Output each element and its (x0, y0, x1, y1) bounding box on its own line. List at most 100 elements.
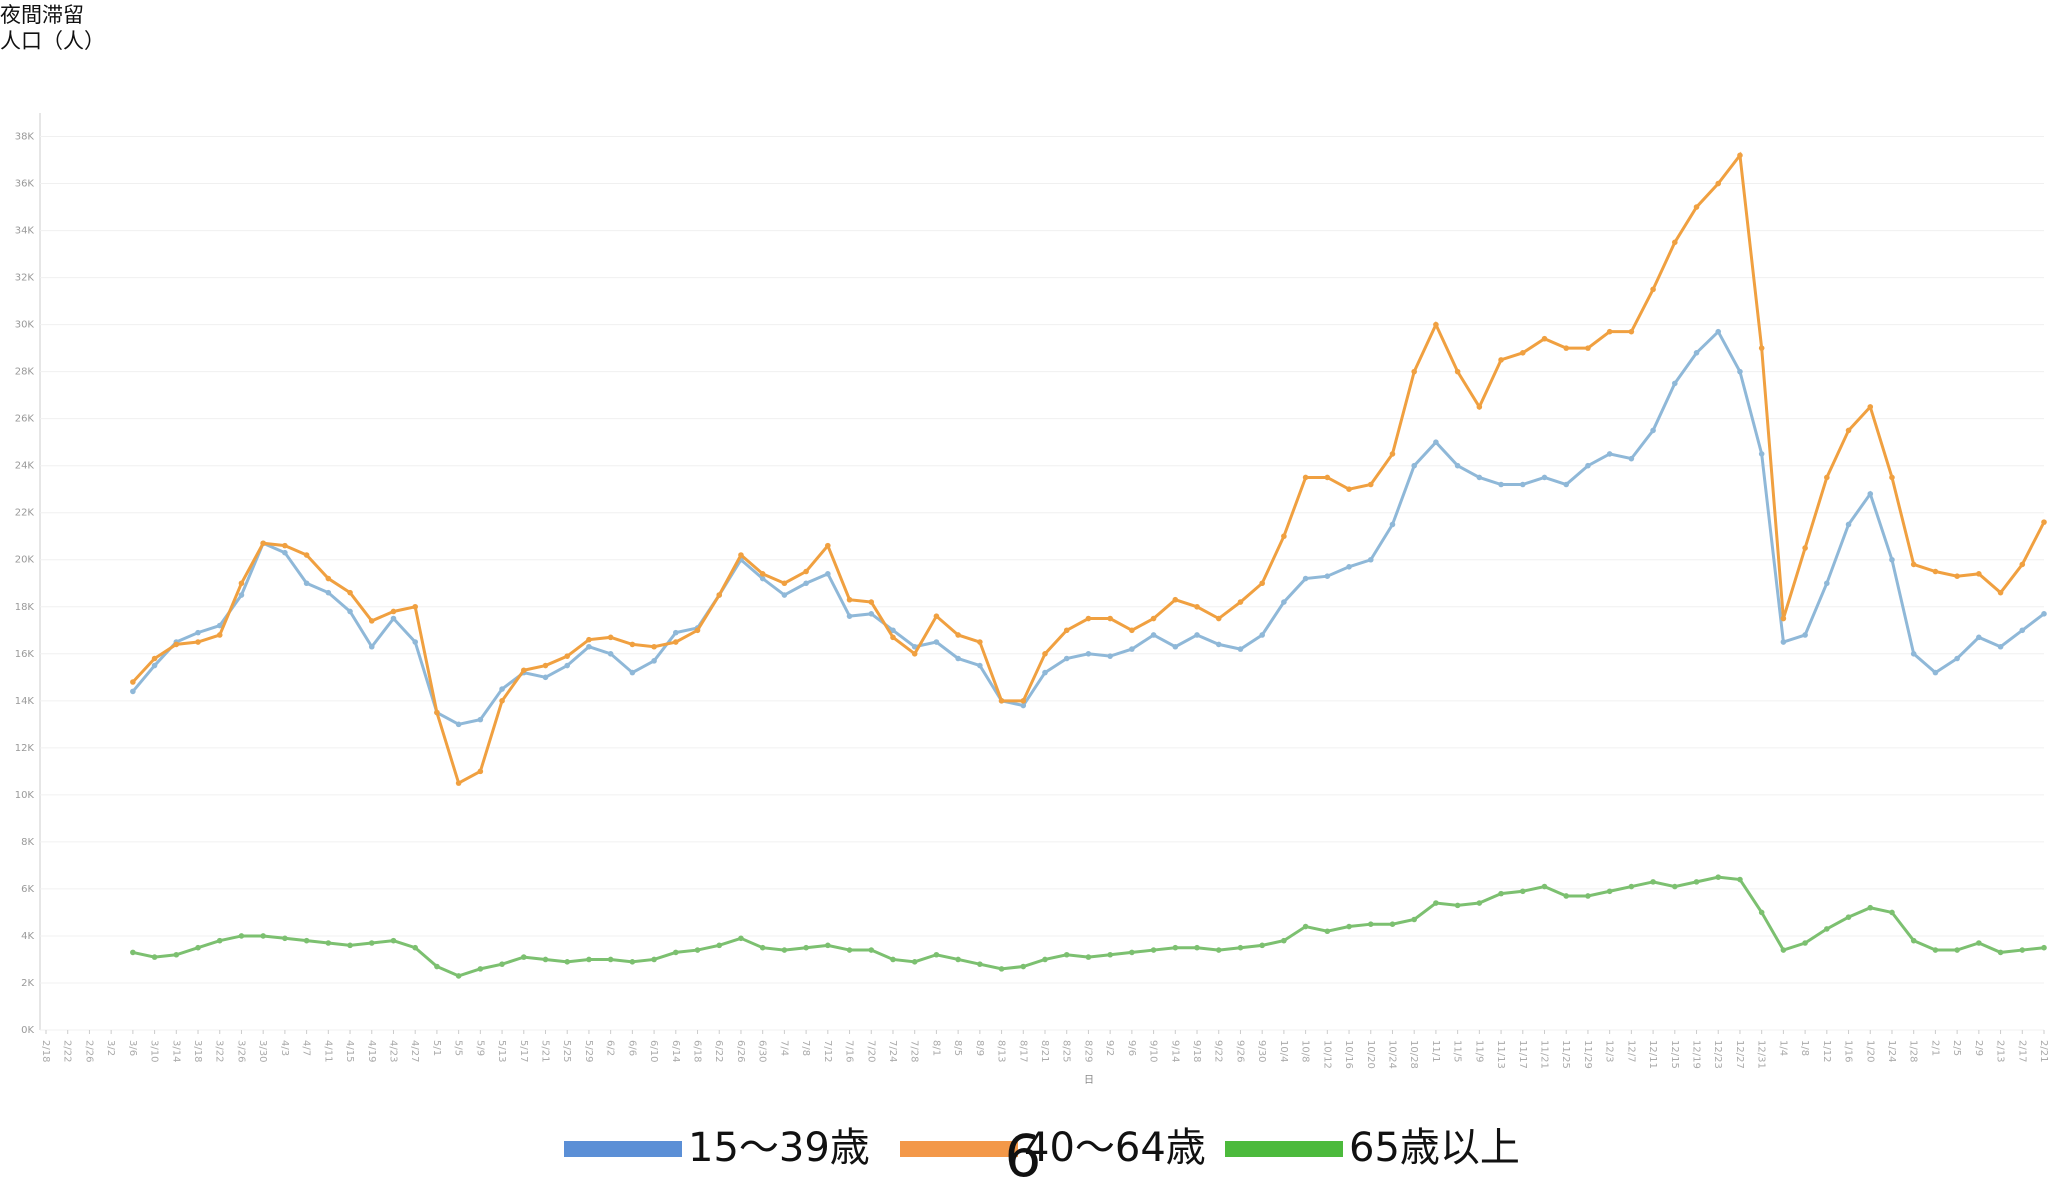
data-point (151, 662, 158, 669)
data-point (282, 549, 288, 556)
data-point (1976, 571, 1982, 577)
data-point (607, 650, 614, 657)
data-point (1628, 328, 1635, 335)
data-point (1411, 462, 1417, 469)
data-point (716, 592, 723, 598)
data-point (1519, 350, 1526, 356)
data-point (933, 951, 940, 958)
x-tick-label: 2/1 (1929, 1040, 1940, 1056)
data-point (1454, 368, 1461, 375)
data-point (303, 580, 310, 587)
data-point (260, 933, 266, 939)
x-tick-label: 3/6 (127, 1040, 138, 1056)
data-point (1063, 655, 1070, 662)
data-point (412, 603, 418, 610)
y-tick-label: 36K (15, 179, 35, 190)
data-point (130, 688, 136, 695)
data-point (1606, 888, 1613, 895)
x-tick-label: 11/13 (1495, 1040, 1506, 1069)
data-point (1302, 474, 1309, 481)
data-point (1085, 650, 1092, 657)
data-point (1129, 949, 1135, 956)
x-tick-label: 8/5 (952, 1040, 963, 1056)
data-point (1976, 634, 1982, 641)
data-point (1780, 947, 1787, 953)
data-point (1802, 940, 1808, 946)
x-tick-label: 2/21 (2038, 1040, 2049, 1062)
x-tick-label: 7/24 (887, 1040, 898, 1062)
y-tick-label: 4K (21, 931, 34, 942)
data-point (1867, 904, 1874, 911)
x-tick-label: 6/10 (648, 1040, 659, 1062)
y-tick-label: 22K (15, 508, 35, 519)
data-point (1889, 556, 1895, 563)
x-tick-label: 8/17 (1017, 1040, 1028, 1062)
y-axis-title: 夜間滞留 (0, 3, 84, 27)
x-tick-label: 10/8 (1300, 1040, 1311, 1062)
x-tick-label: 12/19 (1691, 1040, 1702, 1069)
x-tick-label: 8/9 (974, 1040, 985, 1056)
data-point (130, 949, 136, 956)
x-tick-label: 11/25 (1560, 1040, 1571, 1069)
data-point (1389, 921, 1396, 927)
x-tick-label: 11/1 (1430, 1040, 1441, 1062)
data-point (238, 580, 245, 587)
data-point (477, 966, 484, 972)
x-tick-label: 6/14 (670, 1040, 681, 1062)
data-point (759, 944, 766, 951)
data-point (499, 698, 505, 704)
x-tick-label: 3/26 (235, 1040, 246, 1062)
series-line (131, 151, 2046, 786)
x-tick-label: 1/4 (1777, 1040, 1788, 1056)
x-tick-label: 10/20 (1365, 1040, 1376, 1069)
data-point (173, 951, 180, 958)
data-point (1194, 603, 1200, 610)
data-point (216, 937, 223, 944)
data-point (499, 686, 505, 692)
x-tick-label: 8/1 (930, 1040, 941, 1056)
data-point (673, 949, 679, 956)
x-tick-label: 11/5 (1452, 1040, 1463, 1062)
data-point (890, 634, 896, 641)
data-point (1129, 646, 1135, 652)
data-point (1541, 474, 1548, 481)
data-point (477, 768, 484, 775)
data-point (1454, 462, 1461, 469)
data-point (1498, 357, 1504, 363)
data-point (911, 643, 918, 650)
data-point (1672, 883, 1678, 890)
data-point (1867, 404, 1874, 410)
data-point (911, 959, 918, 965)
legend-swatch (900, 1141, 1018, 1157)
x-tick-label: 3/14 (170, 1040, 181, 1062)
data-point (629, 669, 636, 676)
data-point (825, 942, 831, 949)
legend-label: 40～64歳 (1024, 1125, 1206, 1171)
y-tick-label: 10K (15, 790, 35, 801)
data-point (1585, 345, 1591, 351)
x-tick-label: 6/2 (605, 1040, 616, 1056)
data-point (455, 973, 462, 979)
data-point (1954, 573, 1960, 580)
data-point (1411, 368, 1417, 375)
x-tick-label: 4/23 (387, 1040, 398, 1062)
data-point (499, 961, 505, 967)
data-point (846, 947, 853, 953)
data-point (173, 641, 180, 648)
data-point (868, 611, 875, 617)
x-tick-label: 12/27 (1734, 1040, 1745, 1069)
data-point (890, 956, 896, 963)
data-point (195, 639, 201, 645)
data-point (2019, 947, 2026, 953)
data-point (1693, 350, 1700, 356)
data-point (1150, 947, 1157, 953)
x-tick-label: 9/6 (1126, 1040, 1137, 1056)
data-point (216, 632, 223, 638)
y-tick-label: 14K (15, 696, 35, 707)
data-point (195, 944, 201, 951)
data-point (1302, 575, 1309, 582)
x-tick-label: 9/14 (1169, 1040, 1180, 1062)
data-point (564, 959, 571, 965)
data-point (1150, 615, 1157, 622)
data-point (1519, 888, 1526, 895)
